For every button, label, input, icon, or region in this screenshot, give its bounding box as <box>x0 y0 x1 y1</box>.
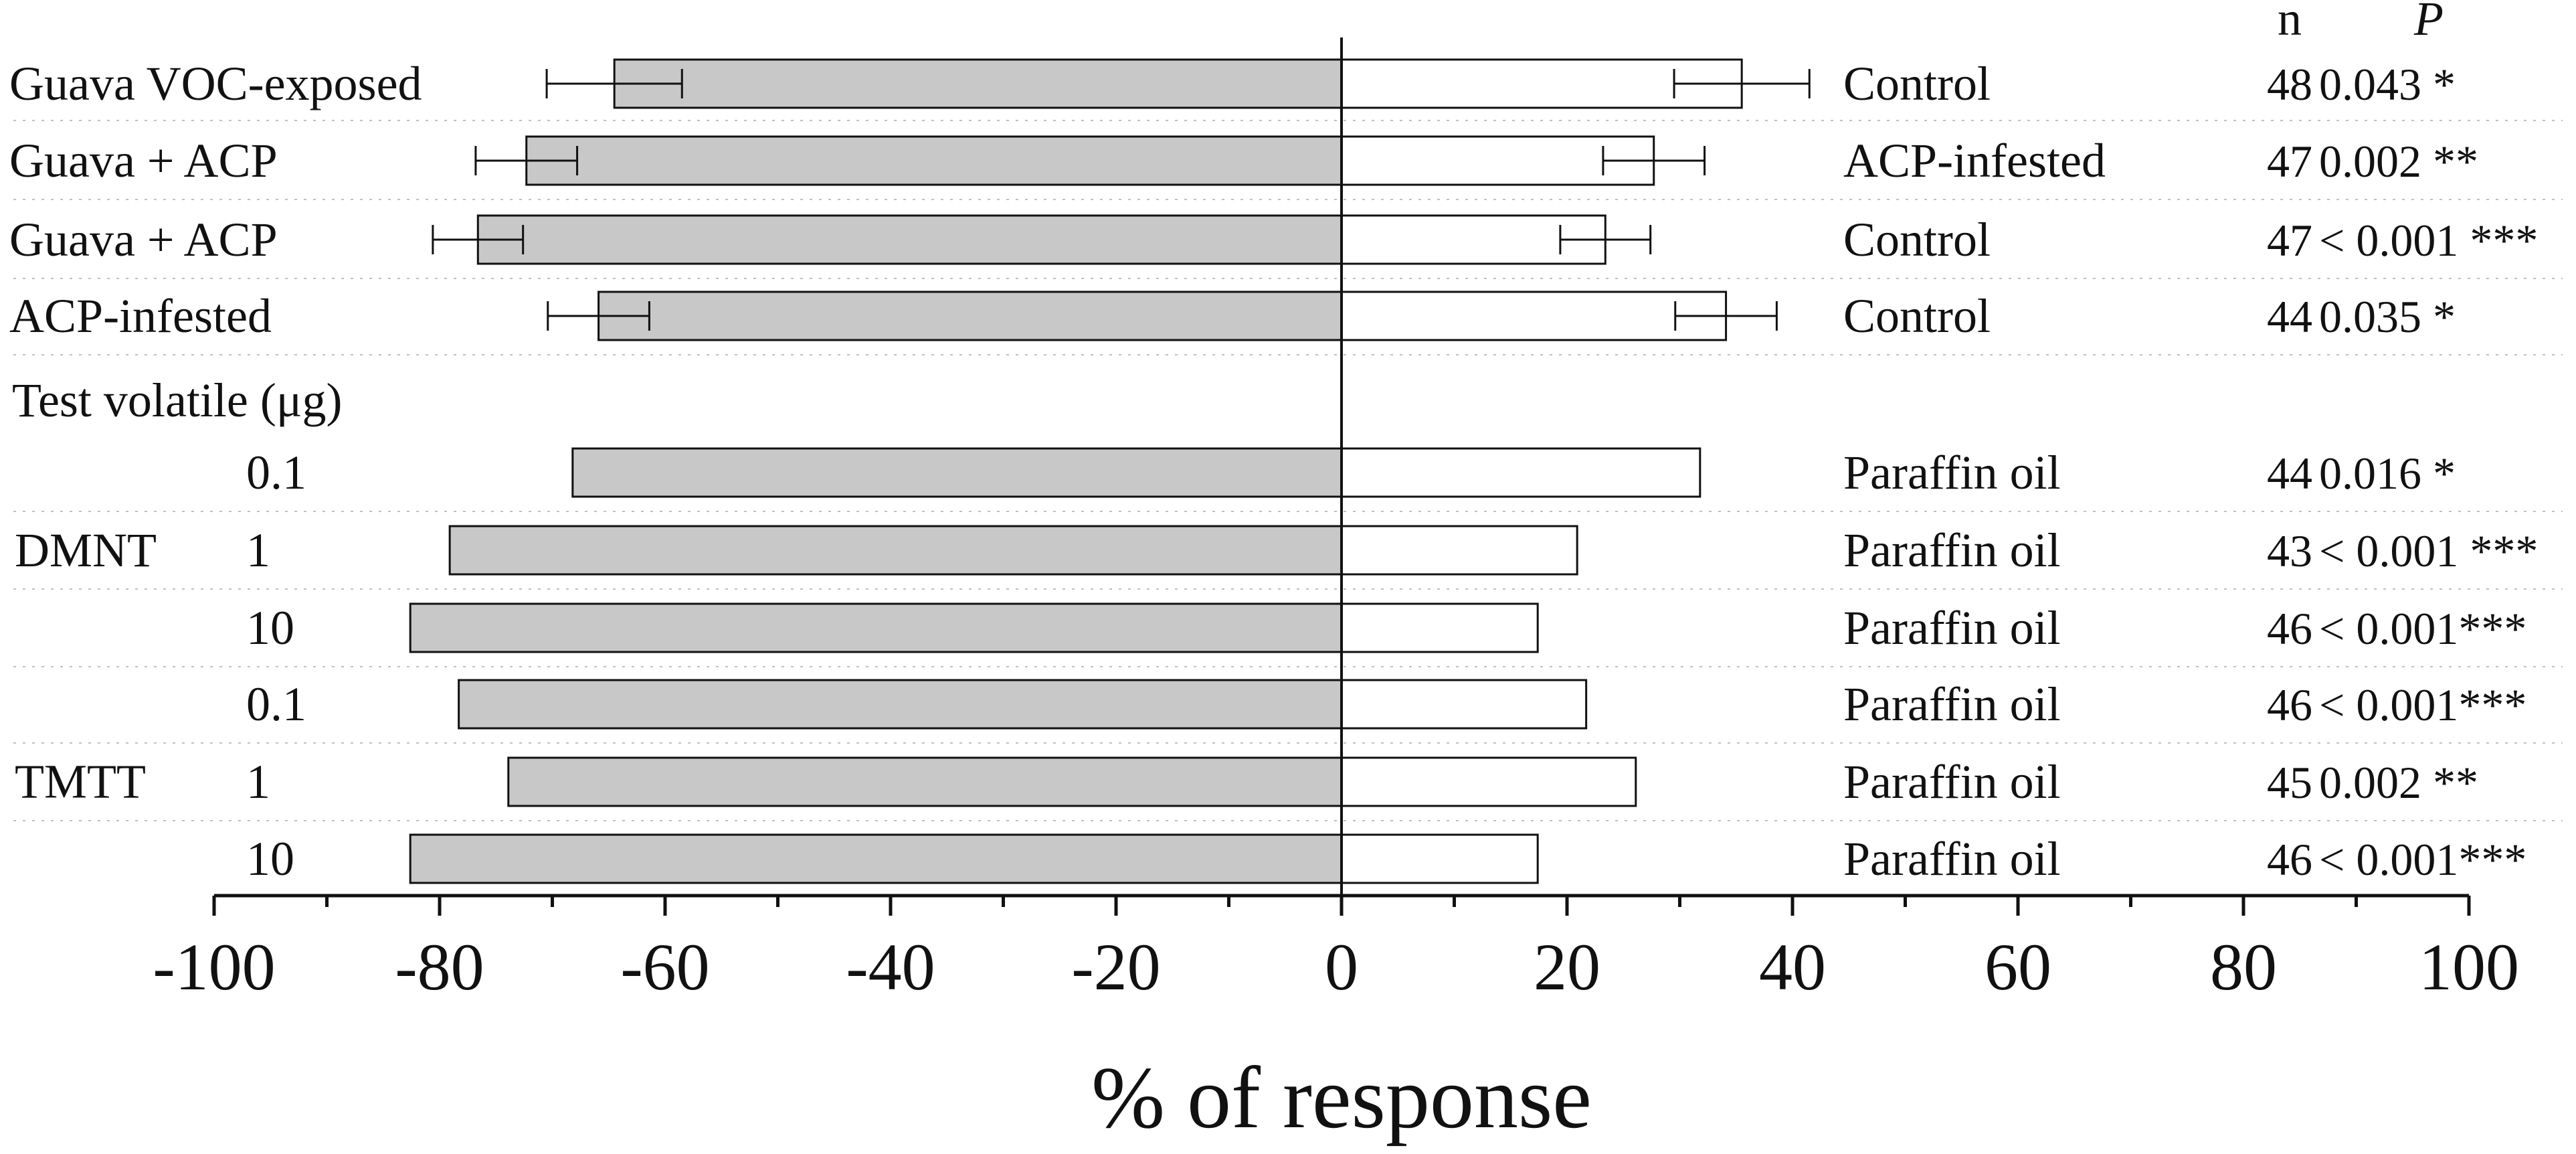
n-value: 48 <box>2267 59 2312 110</box>
x-tick-label: -40 <box>846 930 935 1004</box>
left-label: ACP-infested <box>9 289 272 343</box>
left-label: 0.1 <box>246 446 306 499</box>
right-label: Control <box>1843 289 1991 343</box>
left-label: 0.1 <box>246 677 306 731</box>
n-value: 46 <box>2267 603 2312 654</box>
n-value: 47 <box>2267 136 2312 187</box>
right-label: Paraffin oil <box>1843 832 2061 886</box>
x-tick-label: 60 <box>1985 930 2051 1004</box>
group-label: TMTT <box>15 755 146 809</box>
right-label: Control <box>1843 213 1991 266</box>
left-bar <box>476 214 1343 265</box>
right-label: Paraffin oil <box>1843 677 2061 731</box>
group-label: DMNT <box>15 523 157 577</box>
row-labels: Guava VOC-exposed Control 48 0.043 * Guava +… <box>9 57 2538 886</box>
x-tick-label: -80 <box>395 930 484 1004</box>
left-bar <box>448 525 1343 576</box>
right-label: Paraffin oil <box>1843 523 2061 577</box>
p-value: 0.016 * <box>2319 448 2456 499</box>
right-bar <box>1340 602 1539 653</box>
n-value: 43 <box>2267 525 2312 576</box>
p-value: < 0.001*** <box>2319 603 2526 654</box>
left-bar <box>525 135 1343 186</box>
left-label: 1 <box>246 755 270 809</box>
n-value: 44 <box>2267 291 2312 342</box>
left-bar <box>507 756 1343 807</box>
right-bar <box>1340 525 1578 576</box>
left-bar <box>597 291 1343 341</box>
p-value: 0.043 * <box>2319 59 2456 110</box>
p-value: 0.002 ** <box>2319 757 2478 808</box>
x-tick-label: -60 <box>620 930 709 1004</box>
p-value: < 0.001 *** <box>2319 525 2538 576</box>
x-tick-label: 80 <box>2210 930 2277 1004</box>
n-value: 46 <box>2267 679 2312 730</box>
x-axis: -100 -80 -60 -40 -20 0 20 40 60 80 100 <box>153 37 2519 1004</box>
x-tick-label: -20 <box>1071 930 1160 1004</box>
x-tick-label: 0 <box>1325 930 1358 1004</box>
section-label: Test volatile (μg) <box>12 374 342 427</box>
left-bar <box>409 833 1343 884</box>
bars <box>409 58 1811 884</box>
x-tick-label: 20 <box>1534 930 1600 1004</box>
left-bar <box>409 602 1343 653</box>
x-tick-label: 100 <box>2419 930 2519 1004</box>
right-label: Control <box>1843 57 1991 110</box>
x-tick-label: -100 <box>153 930 275 1004</box>
p-value: < 0.001 *** <box>2319 215 2538 266</box>
row-separators <box>13 120 2563 821</box>
left-label: 10 <box>246 601 294 655</box>
right-bar <box>1340 756 1637 807</box>
n-value: 47 <box>2267 215 2312 266</box>
right-bar <box>1340 291 1728 341</box>
right-label: Paraffin oil <box>1843 446 2061 499</box>
left-label: Guava + ACP <box>9 213 278 266</box>
right-bar <box>1340 679 1588 730</box>
left-bar <box>571 447 1343 498</box>
right-label: Paraffin oil <box>1843 601 2061 655</box>
right-label: ACP-infested <box>1843 134 2106 187</box>
p-header: P <box>2413 0 2444 46</box>
right-bar <box>1340 447 1701 498</box>
n-header: n <box>2278 0 2302 46</box>
left-bar <box>458 679 1343 730</box>
p-value: 0.035 * <box>2319 291 2456 342</box>
n-value: 45 <box>2267 757 2312 808</box>
left-label: 10 <box>246 832 294 886</box>
n-value: 44 <box>2267 448 2312 499</box>
left-label: 1 <box>246 523 270 577</box>
p-value: < 0.001*** <box>2319 679 2526 730</box>
n-value: 46 <box>2267 834 2312 885</box>
left-label: Guava + ACP <box>9 134 278 187</box>
p-value: 0.002 ** <box>2319 136 2478 187</box>
right-label: Paraffin oil <box>1843 755 2061 809</box>
x-tick-label: 40 <box>1759 930 1826 1004</box>
left-label: Guava VOC-exposed <box>9 57 422 110</box>
right-bar <box>1340 833 1539 884</box>
p-value: < 0.001*** <box>2319 834 2526 885</box>
x-axis-label: % of response <box>1091 1048 1592 1147</box>
left-bar <box>613 58 1343 109</box>
